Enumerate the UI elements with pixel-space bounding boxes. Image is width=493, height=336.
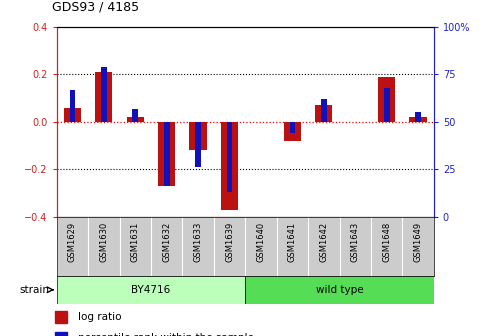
- Bar: [284, 122, 301, 141]
- Text: GSM1641: GSM1641: [288, 221, 297, 261]
- Bar: [195, 122, 201, 167]
- Bar: [95, 72, 112, 122]
- Bar: [289, 122, 295, 133]
- Bar: [227, 122, 232, 192]
- Text: GSM1648: GSM1648: [382, 221, 391, 262]
- Bar: [378, 77, 395, 122]
- Bar: [127, 117, 144, 122]
- Text: GSM1640: GSM1640: [256, 221, 266, 261]
- Bar: [415, 112, 421, 122]
- Text: strain: strain: [19, 285, 49, 295]
- Text: GDS93 / 4185: GDS93 / 4185: [52, 0, 139, 13]
- Text: GSM1649: GSM1649: [414, 221, 423, 261]
- Text: GSM1632: GSM1632: [162, 221, 171, 262]
- Text: GSM1630: GSM1630: [99, 221, 108, 262]
- Bar: [221, 122, 238, 210]
- Text: GSM1643: GSM1643: [351, 221, 360, 262]
- Bar: [164, 122, 170, 186]
- Bar: [315, 105, 332, 122]
- Bar: [189, 122, 207, 150]
- Text: log ratio: log ratio: [78, 312, 121, 322]
- Bar: [70, 89, 75, 122]
- Bar: [384, 88, 389, 122]
- Text: wild type: wild type: [316, 285, 363, 295]
- Text: percentile rank within the sample: percentile rank within the sample: [78, 333, 254, 336]
- Bar: [321, 99, 327, 122]
- Text: GSM1629: GSM1629: [68, 221, 77, 261]
- Text: GSM1639: GSM1639: [225, 221, 234, 262]
- Bar: [101, 67, 106, 122]
- Text: GSM1642: GSM1642: [319, 221, 328, 261]
- Bar: [55, 332, 67, 336]
- Bar: [64, 108, 81, 122]
- Text: GSM1631: GSM1631: [131, 221, 140, 262]
- Bar: [55, 311, 67, 323]
- Bar: [245, 276, 434, 304]
- Text: GSM1633: GSM1633: [194, 221, 203, 262]
- Bar: [158, 122, 176, 186]
- Text: BY4716: BY4716: [131, 285, 171, 295]
- Bar: [133, 109, 138, 122]
- Bar: [410, 117, 427, 122]
- Bar: [57, 276, 245, 304]
